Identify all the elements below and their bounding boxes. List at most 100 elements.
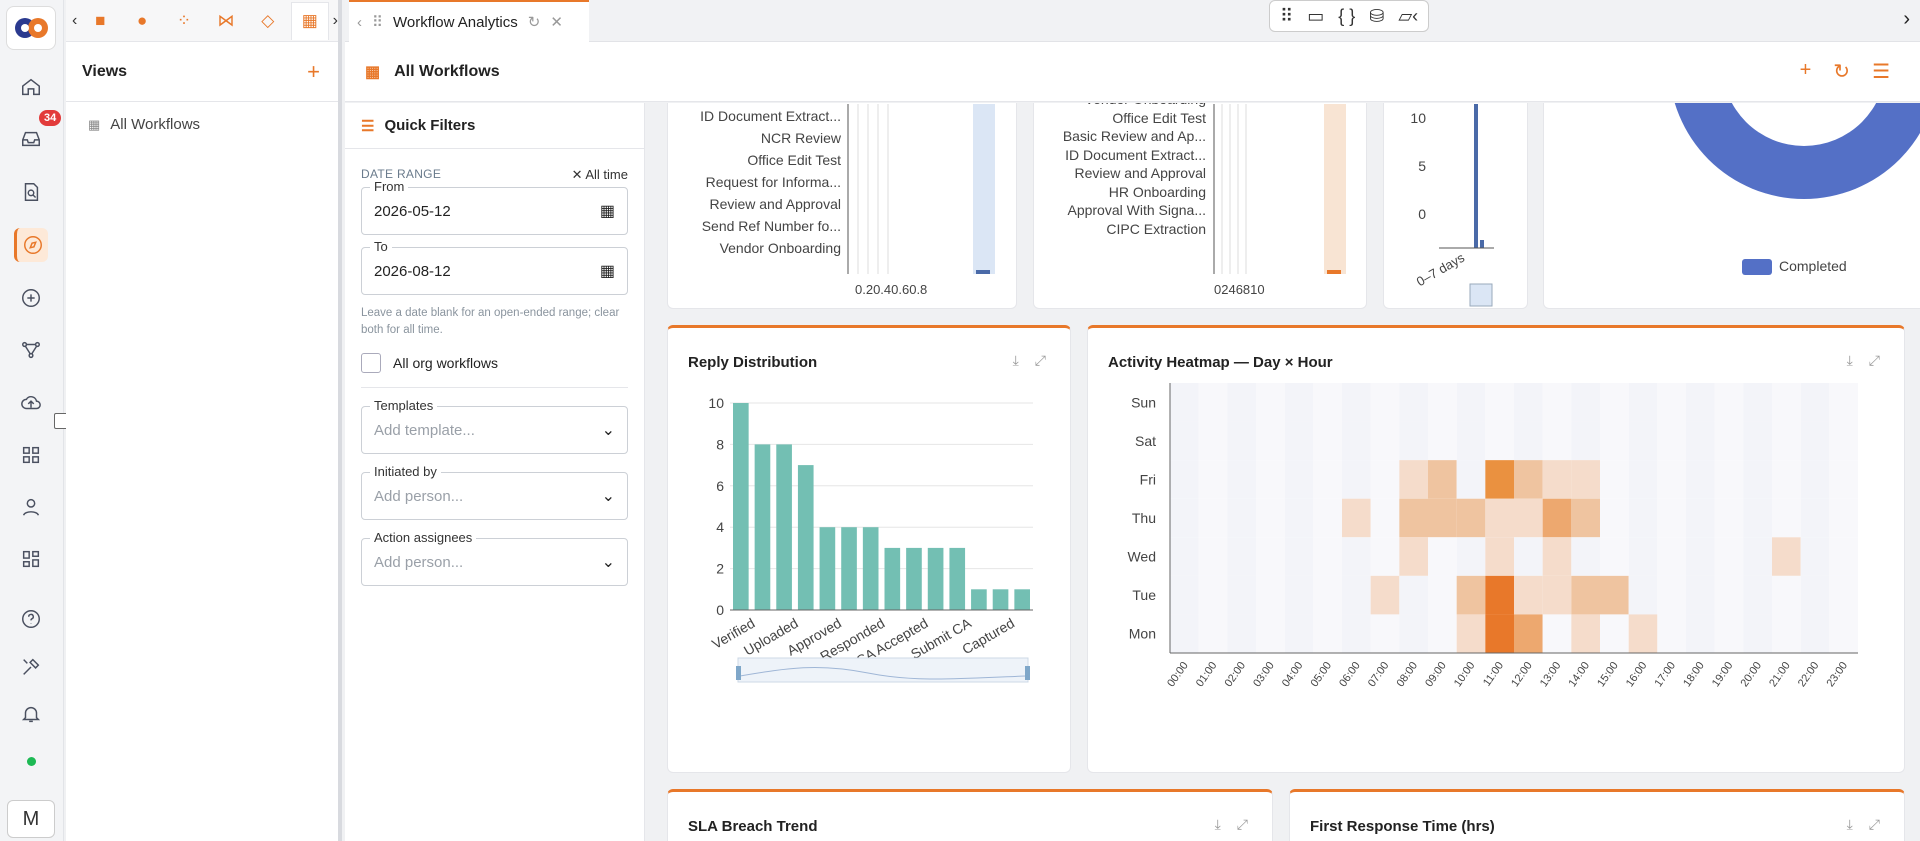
heatmap-cell[interactable] (1256, 383, 1285, 422)
help-icon[interactable] (14, 602, 48, 636)
heatmap-cell[interactable] (1227, 498, 1256, 538)
heatmap-cell[interactable] (1198, 614, 1228, 653)
download-icon[interactable]: ⤓ (1012, 352, 1019, 368)
heatmap-cell[interactable] (1198, 537, 1228, 576)
heatmap-cell[interactable] (1514, 575, 1543, 615)
heatmap-cell[interactable] (1456, 383, 1486, 422)
heatmap-cell[interactable] (1485, 575, 1514, 615)
heatmap-cell[interactable] (1313, 614, 1342, 653)
heatmap-cell[interactable] (1772, 383, 1801, 422)
heatmap-cell[interactable] (1342, 421, 1371, 461)
heatmap-cell[interactable] (1370, 498, 1400, 538)
heatmap-cell[interactable] (1800, 383, 1830, 422)
heatmap-cell[interactable] (1456, 537, 1486, 576)
heatmap-cell[interactable] (1714, 460, 1744, 499)
heatmap-cell[interactable] (1657, 383, 1686, 422)
heatmap-cell[interactable] (1600, 614, 1629, 653)
heatmap-cell[interactable] (1256, 575, 1285, 615)
heatmap-cell[interactable] (1428, 421, 1457, 461)
share-icon[interactable]: ⋈ (217, 10, 235, 30)
heatmap-cell[interactable] (1542, 614, 1572, 653)
tab-workflow-analytics[interactable]: ‹ ⠿ Workflow Analytics ↻ ✕ (349, 0, 589, 42)
heatmap-cell[interactable] (1657, 498, 1686, 538)
settings-sliders-icon[interactable]: ☰ (1872, 61, 1890, 83)
code-icon[interactable]: { } (1338, 5, 1356, 26)
heatmap-cell[interactable] (1514, 498, 1543, 538)
heatmap-cell[interactable] (1456, 460, 1486, 499)
heatmap-cell[interactable] (1313, 383, 1342, 422)
heatmap-cell[interactable] (1600, 575, 1629, 615)
heatmap-cell[interactable] (1370, 460, 1400, 499)
heatmap-cell[interactable] (1800, 575, 1830, 615)
heatmap-cell[interactable] (1542, 498, 1572, 538)
heatmap-cell[interactable] (1829, 575, 1858, 615)
app-logo[interactable] (6, 6, 56, 50)
heatmap-cell[interactable] (1370, 537, 1400, 576)
heatmap-cell[interactable] (1686, 460, 1715, 499)
close-icon[interactable]: ✕ (550, 14, 563, 31)
heatmap-cell[interactable] (1485, 383, 1514, 422)
heatmap-cell[interactable] (1170, 537, 1199, 576)
heatmap-cell[interactable] (1800, 614, 1830, 653)
heatmap-cell[interactable] (1399, 614, 1428, 653)
reply-bar[interactable] (862, 527, 879, 610)
user-icon[interactable] (14, 490, 48, 524)
calendar-icon[interactable]: ▦ (599, 203, 615, 220)
chevron-left-icon[interactable]: ‹ (357, 13, 362, 31)
checkbox[interactable] (361, 353, 381, 373)
download-icon[interactable]: ⤓ (1846, 816, 1853, 832)
heatmap-cell[interactable] (1342, 575, 1371, 615)
reply-bar[interactable] (927, 547, 944, 610)
heatmap-cell[interactable] (1514, 421, 1543, 461)
compass-icon[interactable] (14, 228, 48, 262)
chevron-right-icon[interactable]: › (332, 11, 338, 29)
heatmap-cell[interactable] (1313, 421, 1342, 461)
heatmap-cell[interactable] (1714, 383, 1744, 422)
avatar[interactable]: M (7, 800, 55, 838)
heatmap-cell[interactable] (1284, 498, 1314, 538)
heatmap-cell[interactable] (1571, 460, 1600, 499)
heatmap-cell[interactable] (1600, 498, 1629, 538)
tools-icon[interactable] (14, 650, 48, 684)
heatmap-cell[interactable] (1313, 460, 1342, 499)
heatmap-cell[interactable] (1342, 537, 1371, 576)
heatmap-cell[interactable] (1256, 498, 1285, 538)
heatmap-cell[interactable] (1800, 421, 1830, 461)
refresh-icon[interactable]: ↻ (527, 14, 541, 31)
heatmap-cell[interactable] (1514, 614, 1543, 653)
heatmap-cell[interactable] (1800, 460, 1830, 499)
heatmap-cell[interactable] (1800, 537, 1830, 576)
views-icon[interactable]: ▦ (290, 1, 329, 40)
heatmap-cell[interactable] (1227, 537, 1256, 576)
expand-icon[interactable]: ⤢ (1236, 816, 1248, 832)
chevron-down-icon[interactable]: ⌄ (601, 488, 615, 505)
heatmap-cell[interactable] (1342, 383, 1371, 422)
heatmap-cell[interactable] (1600, 421, 1629, 461)
calendar-icon[interactable]: ▦ (599, 263, 615, 280)
folder-icon[interactable]: ■ (95, 10, 106, 30)
heatmap-cell[interactable] (1284, 575, 1314, 615)
dashboard-icon[interactable] (14, 438, 48, 472)
heatmap-cell[interactable] (1571, 498, 1600, 538)
heatmap-cell[interactable] (1198, 460, 1228, 499)
heatmap-cell[interactable] (1571, 421, 1600, 461)
expand-icon[interactable]: ⤢ (1034, 352, 1046, 368)
heatmap-cell[interactable] (1198, 421, 1228, 461)
heatmap-cell[interactable] (1772, 498, 1801, 538)
reply-bar[interactable] (841, 527, 857, 610)
heatmap-cell[interactable] (1227, 460, 1256, 499)
heatmap-cell[interactable] (1714, 421, 1744, 461)
heatmap-cell[interactable] (1342, 614, 1371, 653)
heatmap-cell[interactable] (1657, 460, 1686, 499)
reply-bar[interactable] (992, 589, 1009, 610)
heatmap-cell[interactable] (1829, 383, 1858, 422)
reply-bar[interactable] (754, 444, 771, 610)
templates-select[interactable]: Templates Add template... ⌄ (361, 398, 628, 454)
heatmap-cell[interactable] (1772, 421, 1801, 461)
heatmap-cell[interactable] (1571, 537, 1600, 576)
heatmap-cell[interactable] (1600, 460, 1629, 499)
heatmap-cell[interactable] (1370, 614, 1400, 653)
heatmap-cell[interactable] (1542, 460, 1572, 499)
reply-bar[interactable] (733, 403, 749, 610)
cloud-upload-icon[interactable] (14, 386, 48, 420)
